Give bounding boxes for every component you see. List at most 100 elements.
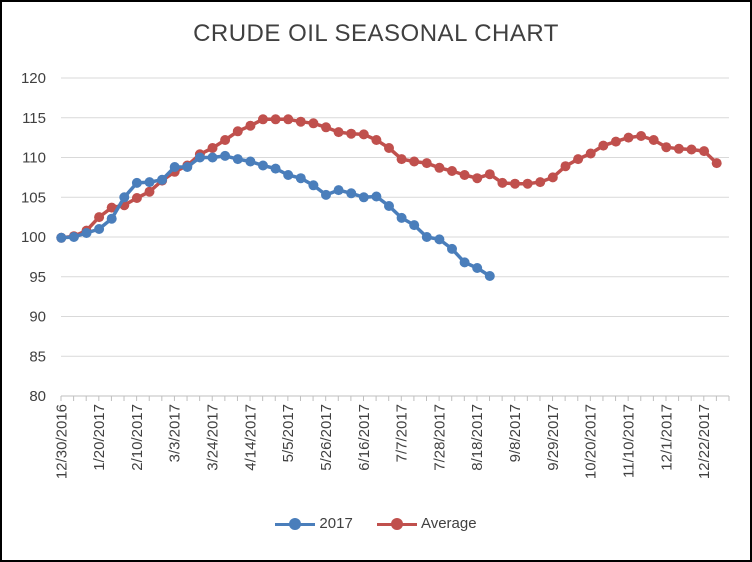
data-point <box>245 120 256 131</box>
data-point <box>699 146 710 157</box>
data-point <box>169 162 180 172</box>
data-point <box>623 132 634 143</box>
x-tick-label: 4/14/2017 <box>242 404 259 471</box>
y-axis-ticks: 80 85 90 95 100 105 110 115 120 <box>21 70 46 405</box>
data-point <box>661 142 672 153</box>
x-axis: 12/30/2016 1/20/2017 2/10/2017 3/3/2017 3/24… <box>53 395 730 479</box>
legend-marker-2017 <box>275 517 316 530</box>
data-point <box>144 186 155 197</box>
series-group <box>56 114 722 281</box>
data-point <box>295 173 306 184</box>
data-point <box>384 201 394 211</box>
data-point <box>711 158 722 169</box>
data-point <box>106 202 117 213</box>
data-point <box>636 131 647 141</box>
y-tick-label: 105 <box>21 189 46 206</box>
y-tick-label: 110 <box>22 150 46 167</box>
legend-label-average: Average <box>420 515 477 532</box>
data-point <box>106 213 117 224</box>
x-tick-label: 7/28/2017 <box>431 404 448 471</box>
data-point <box>321 122 331 133</box>
data-point <box>434 234 445 245</box>
data-point <box>648 135 659 145</box>
data-point <box>371 191 382 202</box>
y-tick-label: 90 <box>29 309 46 326</box>
data-point <box>131 177 142 188</box>
x-tick-label: 1/20/2017 <box>91 404 108 471</box>
data-point <box>308 118 319 129</box>
legend-marker-average <box>376 517 417 530</box>
series-2017 <box>56 150 495 281</box>
data-point <box>220 135 231 145</box>
x-tick-label: 12/22/2017 <box>696 404 713 479</box>
data-point <box>384 143 394 153</box>
data-point <box>396 154 407 165</box>
data-point <box>56 232 67 243</box>
legend-dot-average <box>390 517 403 530</box>
gridlines <box>61 77 729 357</box>
data-point <box>131 193 142 203</box>
data-point <box>232 154 243 165</box>
data-point <box>68 232 79 242</box>
data-point <box>94 224 105 234</box>
data-point <box>94 212 105 223</box>
x-tick-label: 12/1/2017 <box>658 404 675 471</box>
data-point <box>283 114 294 125</box>
data-point <box>472 263 483 273</box>
x-tick-label: 5/26/2017 <box>318 404 335 471</box>
data-point <box>333 185 344 196</box>
data-point <box>245 156 256 167</box>
data-point <box>560 161 571 172</box>
y-tick-label: 85 <box>29 348 46 365</box>
x-tick-label: 3/24/2017 <box>205 404 222 471</box>
data-point <box>510 178 520 189</box>
data-point <box>194 152 205 163</box>
x-tick-label: 8/18/2017 <box>469 404 486 471</box>
data-point <box>207 143 218 153</box>
legend-item-average: Average <box>376 515 477 532</box>
data-point <box>270 114 281 125</box>
data-point <box>220 150 231 161</box>
y-tick-label: 115 <box>22 110 46 127</box>
x-tick-label: 5/5/2017 <box>280 404 297 462</box>
data-point <box>295 116 306 127</box>
y-tick-label: 120 <box>21 70 46 87</box>
data-point <box>484 169 495 180</box>
data-point <box>610 136 621 147</box>
data-point <box>585 148 596 159</box>
data-point <box>409 156 420 167</box>
data-point <box>497 177 508 188</box>
data-point <box>573 154 584 165</box>
y-tick-label: 80 <box>29 388 46 405</box>
data-point <box>371 135 382 145</box>
data-point <box>333 127 344 138</box>
data-point <box>409 220 420 231</box>
data-point <box>321 189 331 200</box>
data-point <box>396 212 407 223</box>
data-point <box>686 144 697 155</box>
data-point <box>358 192 369 203</box>
data-point <box>522 178 533 189</box>
data-point <box>459 257 470 268</box>
y-tick-label: 95 <box>29 269 46 286</box>
series-line-2017 <box>61 154 491 278</box>
data-point <box>447 243 457 254</box>
data-point <box>144 177 155 188</box>
data-point <box>484 271 495 281</box>
x-tick-label: 2/10/2017 <box>129 404 146 471</box>
x-tick-label: 12/30/2016 <box>53 404 70 479</box>
data-point <box>421 158 432 169</box>
data-point <box>232 126 243 137</box>
x-tick-label: 7/7/2017 <box>394 404 411 462</box>
data-point <box>207 152 218 163</box>
y-tick-label: 100 <box>21 229 46 246</box>
data-point <box>598 140 609 151</box>
data-point <box>434 162 445 173</box>
x-tick-label: 9/8/2017 <box>507 404 524 462</box>
legend-label-2017: 2017 <box>319 515 353 532</box>
data-point <box>258 114 268 125</box>
data-point <box>270 163 281 174</box>
data-point <box>182 162 193 172</box>
